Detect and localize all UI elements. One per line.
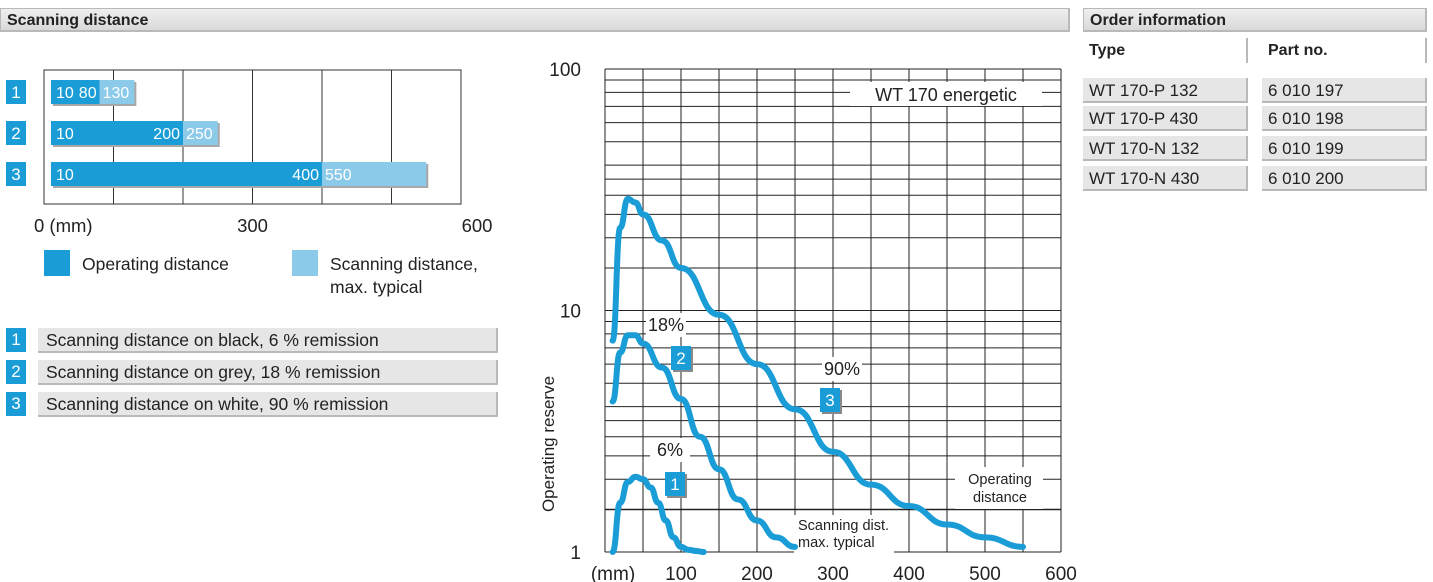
scanning-value-label: 550	[325, 167, 352, 184]
scanning-bar	[99, 80, 135, 104]
annotation-scanning: max. typical	[798, 535, 875, 551]
scanning-bar	[322, 162, 427, 186]
row-badge-label: 1	[11, 83, 20, 102]
operating-bar	[50, 80, 100, 104]
x-tick-label: 200	[741, 564, 773, 582]
x-tick-label: 600	[462, 215, 493, 236]
remission-legend-item: Scanning distance on black, 6 % remissio…	[38, 328, 498, 353]
bar-start-label: 10	[56, 167, 74, 184]
order-row-part: 6 010 197	[1262, 78, 1427, 103]
x-tick-label: 600	[1045, 564, 1077, 582]
series-badge-label: 3	[825, 391, 834, 410]
remission-legend-item: Scanning distance on grey, 18 % remissio…	[38, 360, 498, 385]
order-row-part: 6 010 199	[1262, 136, 1427, 161]
annotation-operating: distance	[973, 490, 1027, 506]
scanning-value-label: 250	[186, 126, 213, 143]
order-row-part: 6 010 198	[1262, 106, 1427, 131]
col-part-header: Part no.	[1262, 38, 1427, 63]
remission-legend-item: Scanning distance on white, 90 % remissi…	[38, 392, 498, 417]
badge-2: 2	[6, 360, 26, 384]
x-tick-label: 300	[237, 215, 268, 236]
annotation-bg	[794, 515, 894, 553]
operating-bar	[50, 121, 184, 145]
operating-reserve-chart: WT 170 energetic Operating distance Scannin…	[539, 60, 1077, 582]
curve-2	[609, 332, 798, 550]
row-badge-label: 2	[11, 124, 20, 143]
x-tick-label: 400	[893, 564, 925, 582]
series-label-bg	[822, 357, 862, 381]
y-tick-label: 1	[570, 543, 581, 564]
series-badge	[820, 388, 840, 412]
badge-1: 1	[6, 328, 26, 352]
series-label: 18%	[648, 315, 684, 335]
legend-label-operating: Operating distance	[82, 254, 229, 274]
curve-1	[609, 473, 707, 555]
x-tick-label: 500	[969, 564, 1001, 582]
row-badge	[6, 121, 26, 145]
scanning-distance-bar-chart: 1 10 80 130 2 10 200 250 3 10 400 550 0 (mm) 300 600 Op…	[6, 69, 493, 297]
series-label-bg	[650, 438, 690, 462]
chart-title: WT 170 energetic	[875, 85, 1017, 105]
order-row-type: WT 170-P 430	[1083, 106, 1248, 131]
operating-value-label: 200	[153, 126, 180, 143]
bar-start-label: 10	[56, 85, 74, 102]
scanning-distance-header: Scanning distance	[0, 8, 1070, 32]
scanning-value-label: 130	[103, 85, 130, 102]
x-tick-label: (mm)	[591, 564, 635, 582]
y-tick-label: 10	[560, 302, 581, 323]
y-tick-label: 100	[549, 60, 581, 81]
series-badge-label: 1	[670, 475, 679, 494]
badge-3: 3	[6, 392, 26, 416]
col-type-header: Type	[1083, 38, 1248, 63]
order-row-part: 6 010 200	[1262, 166, 1427, 191]
operating-value-label: 400	[292, 167, 319, 184]
order-table-divider	[1083, 64, 1427, 76]
series-badge	[665, 472, 685, 496]
x-tick-label: 100	[665, 564, 697, 582]
series-badge-label: 2	[676, 349, 685, 368]
row-badge	[6, 80, 26, 104]
row-badge-label: 3	[11, 165, 20, 184]
series-label: 6%	[657, 440, 683, 460]
order-row-type: WT 170-N 430	[1083, 166, 1248, 191]
curve-3	[609, 195, 1026, 550]
y-axis-label: Operating reserve	[539, 376, 558, 512]
series-label: 90%	[824, 359, 860, 379]
legend-label-scanning: Scanning distance,	[330, 254, 478, 274]
x-tick-label: 300	[817, 564, 849, 582]
row-badge	[6, 162, 26, 186]
operating-bar	[50, 162, 322, 186]
annotation-operating: Operating	[968, 472, 1032, 488]
bar-start-label: 10	[56, 126, 74, 143]
legend-swatch-operating	[44, 250, 70, 276]
operating-value-label: 80	[79, 85, 97, 102]
series-badge	[671, 346, 691, 370]
order-row-type: WT 170-N 132	[1083, 136, 1248, 161]
order-information-header: Order information	[1083, 8, 1427, 32]
legend-label-scanning: max. typical	[330, 277, 422, 297]
annotation-scanning: Scanning dist.	[798, 518, 889, 534]
legend-swatch-scanning	[292, 250, 318, 276]
x-tick-label: 0 (mm)	[34, 215, 93, 236]
scanning-bar	[183, 121, 218, 145]
series-label-bg	[646, 313, 686, 337]
order-row-type: WT 170-P 132	[1083, 78, 1248, 103]
annotation-bg	[955, 467, 1043, 509]
chart-title-bg	[850, 82, 1042, 106]
